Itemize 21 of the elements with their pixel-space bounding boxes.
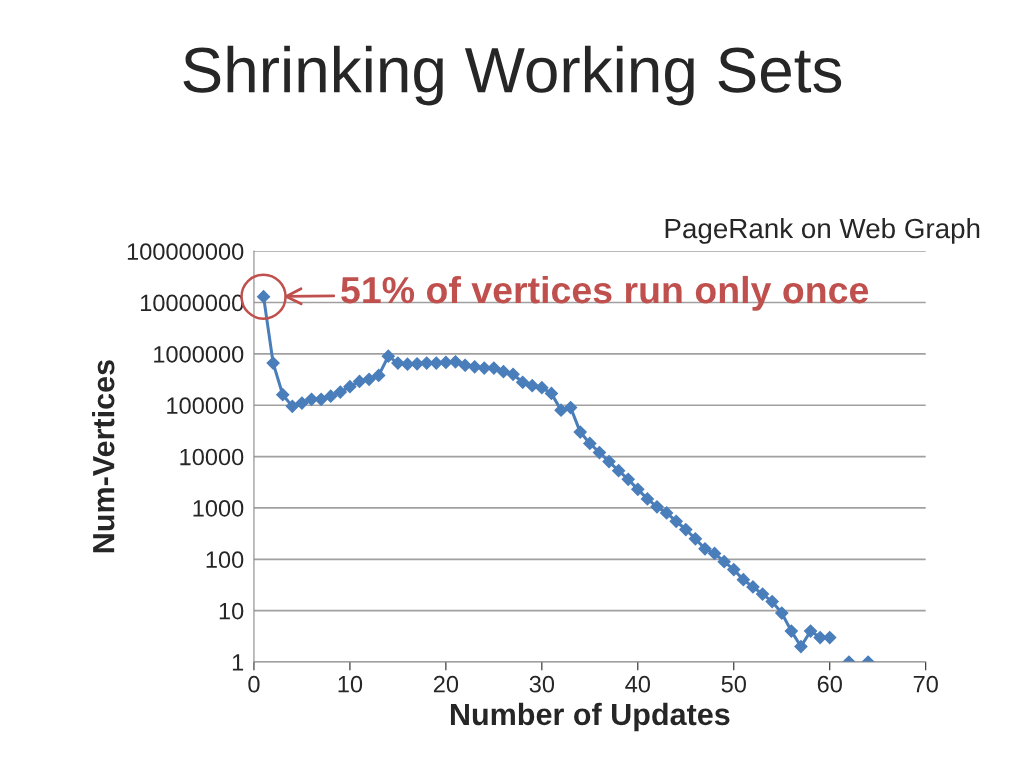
- annotation: 51% of vertices run only once: [341, 275, 869, 311]
- x-tick-label: 40: [625, 675, 651, 693]
- y-tick-label: 100000: [167, 397, 244, 414]
- chart-title: Shrinking Working Sets: [183, 45, 842, 106]
- x-tick-label: 50: [721, 675, 746, 693]
- x-tick-label: 10: [338, 675, 363, 693]
- x-tick-label: 30: [529, 675, 555, 693]
- x-tick-label: 20: [433, 675, 459, 693]
- x-axis-title: Number of Updates: [450, 702, 730, 732]
- chart-subtitle: PageRank on Web Graph: [665, 217, 980, 244]
- y-tick-label: 10: [219, 602, 244, 620]
- x-tick-label: 60: [817, 675, 842, 693]
- x-tick-label: 0: [248, 675, 260, 693]
- y-tick-label: 100000000: [127, 243, 244, 260]
- y-tick-label: 1000: [193, 500, 244, 517]
- y-tick-label: 10000: [180, 448, 244, 466]
- y-tick-label: 1: [232, 654, 244, 671]
- y-tick-label: 1000000: [154, 345, 244, 363]
- x-tick-label: 70: [913, 675, 938, 693]
- y-axis-title: Num-Vertices: [92, 360, 115, 553]
- y-tick-label: 100: [206, 551, 244, 569]
